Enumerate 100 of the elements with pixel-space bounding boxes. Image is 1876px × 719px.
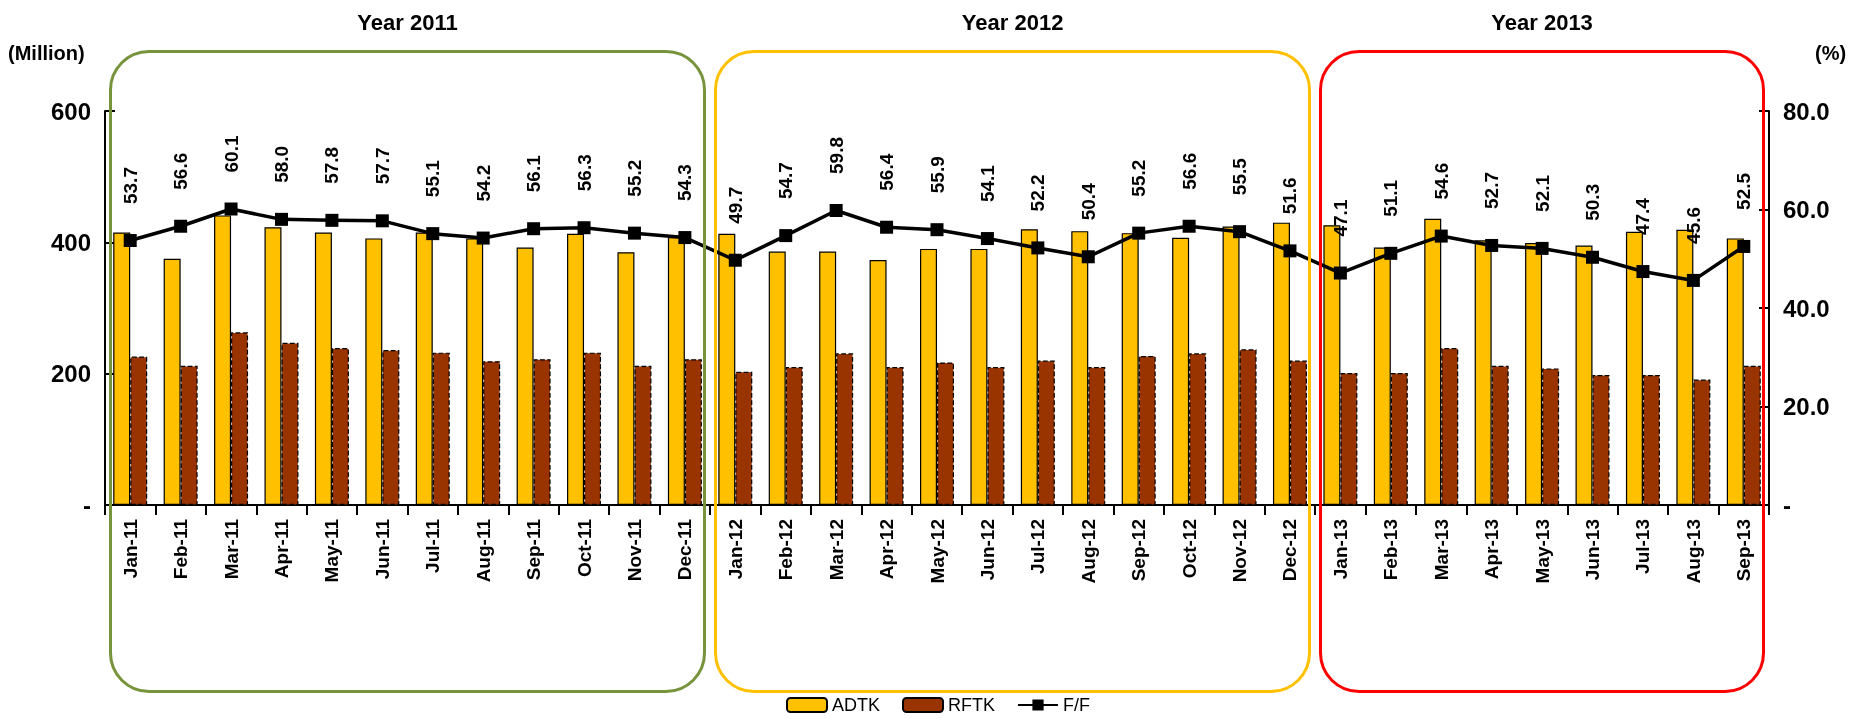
- data-label: 55.2: [623, 159, 645, 197]
- x-tick-label: Sep-13: [1733, 519, 1755, 582]
- x-tick-label: Nov-12: [1229, 519, 1251, 583]
- data-label: 52.7: [1481, 171, 1503, 209]
- point: [728, 253, 742, 267]
- point: [1233, 225, 1247, 239]
- data-label: 50.4: [1077, 182, 1099, 221]
- point: [476, 231, 490, 245]
- x-tick-label: Aug-11: [472, 518, 494, 583]
- point: [1535, 241, 1549, 255]
- x-tick-label: Apr-11: [270, 518, 292, 579]
- data-label: 52.5: [1733, 172, 1755, 210]
- point: [1434, 229, 1448, 243]
- y2-tick-label: 80.0: [1783, 97, 1830, 125]
- x-tick-label: Mar-12: [825, 519, 847, 581]
- data-label: 56.3: [573, 154, 595, 192]
- point: [627, 226, 641, 240]
- data-label: 58.0: [270, 145, 292, 183]
- x-tick-label: Sep-11: [523, 518, 545, 581]
- data-label: 47.4: [1632, 197, 1654, 236]
- point: [1384, 246, 1398, 260]
- data-label: 59.8: [825, 137, 847, 174]
- x-tick-label: Jun-13: [1582, 519, 1604, 581]
- x-tick-label: Oct-12: [1178, 519, 1200, 579]
- point: [123, 234, 137, 248]
- point: [1283, 244, 1297, 258]
- data-label: 56.6: [1178, 152, 1200, 190]
- data-label: 55.2: [1128, 159, 1150, 197]
- data-label: 55.1: [422, 159, 444, 198]
- point: [577, 221, 591, 235]
- point: [1586, 250, 1600, 264]
- point: [1132, 226, 1146, 240]
- x-tick-label: Mar-11: [220, 518, 242, 580]
- x-tick-label: May-12: [926, 519, 948, 584]
- x-tick-label: Aug-12: [1077, 519, 1099, 584]
- x-tick-label: Apr-13: [1481, 519, 1503, 580]
- point: [1081, 250, 1095, 264]
- point: [678, 231, 692, 245]
- x-tick-label: Feb-11: [170, 518, 192, 580]
- data-label: 54.1: [976, 164, 998, 203]
- point: [1636, 265, 1650, 279]
- x-tick-label: May-11: [321, 518, 343, 583]
- legend-label: F/F: [1063, 695, 1090, 715]
- x-tick-label: May-13: [1531, 519, 1553, 584]
- point: [375, 214, 389, 228]
- legend-label: RFTK: [948, 695, 996, 715]
- x-tick-label: Mar-13: [1430, 519, 1452, 581]
- data-label: 54.7: [775, 162, 797, 200]
- point: [880, 220, 894, 234]
- x-tick-label: Jun-11: [371, 518, 393, 580]
- point: [1333, 266, 1347, 280]
- x-tick-label: Sep-12: [1128, 519, 1150, 582]
- data-label: 55.9: [926, 156, 948, 194]
- x-tick-label: Jan-11: [119, 518, 141, 579]
- x-tick-label: Jun-12: [976, 519, 998, 581]
- x-tick-label: Jan-12: [724, 519, 746, 580]
- data-label: 57.8: [321, 146, 343, 184]
- data-label: 52.2: [1027, 174, 1049, 212]
- point: [325, 213, 339, 227]
- text: Year 2011: [357, 10, 458, 36]
- data-label: 56.6: [170, 152, 192, 190]
- y2-tick-label: -: [1783, 491, 1791, 519]
- y2-axis-title: (%): [1815, 42, 1847, 65]
- data-label: 51.1: [1380, 179, 1402, 217]
- point: [527, 222, 541, 236]
- point: [1686, 273, 1700, 287]
- data-label: 53.7: [119, 167, 141, 205]
- data-label: 56.4: [876, 153, 898, 191]
- y-tick-label: 400: [50, 228, 91, 256]
- point: [1485, 238, 1499, 252]
- text: Year 2012: [961, 10, 1064, 36]
- x-tick-label: Aug-13: [1682, 519, 1704, 584]
- point: [779, 229, 793, 243]
- text: Year 2013: [1491, 10, 1593, 36]
- point: [224, 202, 238, 216]
- y2-tick-label: 60.0: [1783, 196, 1830, 223]
- y-tick-label: 200: [50, 360, 91, 388]
- data-label: 54.2: [472, 164, 494, 202]
- y-tick-label: -: [83, 491, 91, 519]
- data-label: 60.1: [220, 135, 242, 173]
- data-label: 47.1: [1329, 199, 1351, 237]
- point: [426, 227, 440, 241]
- x-tick-label: Dec-12: [1279, 519, 1301, 582]
- x-tick-label: Feb-12: [775, 519, 797, 581]
- data-label: 54.3: [674, 164, 696, 202]
- y-tick-label: 600: [50, 97, 91, 125]
- data-label: 45.6: [1682, 206, 1704, 244]
- point: [1182, 219, 1196, 233]
- x-tick-label: Dec-11: [674, 518, 696, 581]
- point: [274, 212, 288, 226]
- y2-tick-label: 40.0: [1783, 294, 1830, 322]
- data-label: 57.7: [371, 147, 393, 185]
- point: [174, 219, 188, 233]
- data-label: 49.7: [724, 186, 746, 224]
- x-tick-label: Apr-12: [876, 519, 898, 580]
- x-tick-label: Jan-13: [1329, 519, 1351, 580]
- x-tick-label: Jul-13: [1632, 519, 1654, 574]
- point: [1031, 241, 1045, 255]
- point: [980, 232, 994, 246]
- point: [1737, 239, 1751, 253]
